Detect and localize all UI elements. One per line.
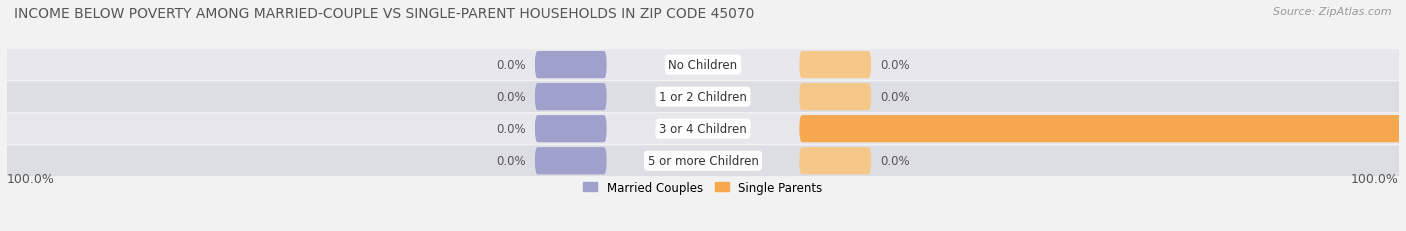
FancyBboxPatch shape: [800, 52, 872, 79]
FancyBboxPatch shape: [7, 146, 1399, 176]
FancyBboxPatch shape: [7, 50, 1399, 81]
Text: 0.0%: 0.0%: [880, 155, 910, 167]
FancyBboxPatch shape: [7, 82, 1399, 112]
Text: 100.0%: 100.0%: [1351, 172, 1399, 185]
Text: 3 or 4 Children: 3 or 4 Children: [659, 123, 747, 136]
Text: 0.0%: 0.0%: [496, 59, 526, 72]
Text: 0.0%: 0.0%: [496, 155, 526, 167]
FancyBboxPatch shape: [800, 116, 1406, 143]
FancyBboxPatch shape: [534, 84, 606, 111]
Text: 0.0%: 0.0%: [880, 91, 910, 104]
Text: No Children: No Children: [668, 59, 738, 72]
FancyBboxPatch shape: [534, 116, 606, 143]
Text: 1 or 2 Children: 1 or 2 Children: [659, 91, 747, 104]
Text: 0.0%: 0.0%: [496, 123, 526, 136]
FancyBboxPatch shape: [534, 52, 606, 79]
FancyBboxPatch shape: [800, 84, 872, 111]
Text: INCOME BELOW POVERTY AMONG MARRIED-COUPLE VS SINGLE-PARENT HOUSEHOLDS IN ZIP COD: INCOME BELOW POVERTY AMONG MARRIED-COUPL…: [14, 7, 755, 21]
Text: Source: ZipAtlas.com: Source: ZipAtlas.com: [1274, 7, 1392, 17]
Text: 100.0%: 100.0%: [7, 172, 55, 185]
Legend: Married Couples, Single Parents: Married Couples, Single Parents: [579, 176, 827, 198]
Text: 0.0%: 0.0%: [496, 91, 526, 104]
FancyBboxPatch shape: [800, 147, 872, 175]
FancyBboxPatch shape: [534, 147, 606, 175]
FancyBboxPatch shape: [7, 114, 1399, 144]
Text: 0.0%: 0.0%: [880, 59, 910, 72]
Text: 5 or more Children: 5 or more Children: [648, 155, 758, 167]
